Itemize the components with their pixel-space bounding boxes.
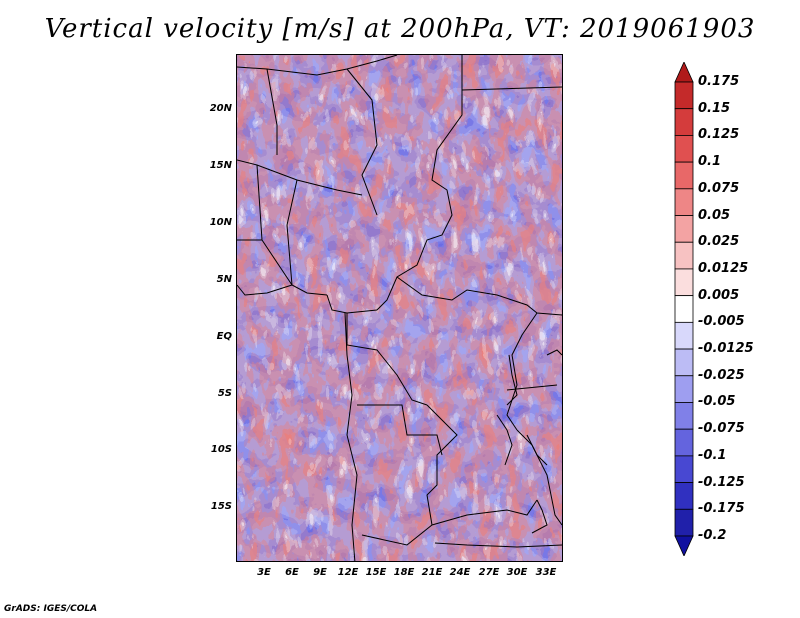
colorbar-label: -0.125 — [698, 474, 745, 490]
colorbar-segment — [674, 402, 694, 430]
colorbar-segment — [674, 455, 694, 483]
colorbar-label: -0.05 — [698, 394, 736, 410]
lon-label-27e: 27E — [478, 567, 500, 578]
colorbar-label: 0.075 — [698, 180, 740, 196]
lon-label-33e: 33E — [535, 567, 557, 578]
lat-label-5s: 5S — [217, 388, 232, 399]
colorbar-label: 0.15 — [698, 100, 731, 116]
colorbar-label: 0.025 — [698, 234, 740, 250]
lat-label-15n: 15N — [209, 160, 232, 171]
colorbar-segment — [674, 508, 694, 537]
colorbar-label: -0.2 — [698, 528, 727, 543]
colorbar-label: -0.025 — [698, 367, 745, 383]
colorbar-label: 0.0125 — [698, 260, 749, 276]
colorbar-label: 0.125 — [698, 127, 740, 143]
lon-label-6e: 6E — [285, 567, 299, 578]
colorbar-segment — [674, 295, 694, 323]
lon-label-15e: 15E — [365, 567, 387, 578]
lon-label-18e: 18E — [393, 567, 415, 578]
colorbar-segment — [674, 135, 694, 163]
lon-label-21e: 21E — [421, 567, 443, 578]
colorbar-segment — [674, 428, 694, 457]
colorbar-arrow-top — [674, 62, 694, 83]
velocity-field — [237, 55, 562, 561]
colorbar-segment — [674, 81, 694, 110]
lat-label-10s: 10S — [210, 444, 232, 455]
colorbar-segment — [674, 161, 694, 190]
lon-label-24e: 24E — [449, 567, 471, 578]
colorbar — [674, 62, 694, 556]
colorbar-label: 0.005 — [698, 287, 740, 303]
colorbar-label: -0.005 — [698, 314, 745, 330]
colorbar-segment — [674, 348, 694, 377]
colorbar-segment — [674, 375, 694, 403]
lat-label-10n: 10N — [209, 217, 232, 228]
lon-label-3e: 3E — [257, 567, 271, 578]
lat-label-20n: 20N — [209, 103, 232, 114]
colorbar-label: 0.05 — [698, 207, 731, 223]
colorbar-label: 0.1 — [698, 154, 722, 170]
colorbar-label: -0.0125 — [698, 341, 754, 357]
lat-label-15s: 15S — [210, 501, 232, 512]
colorbar-segment — [674, 482, 694, 510]
lat-label-eq: EQ — [216, 331, 232, 342]
colorbar-arrow-bottom — [674, 535, 694, 556]
colorbar-label: -0.075 — [698, 421, 745, 437]
colorbar-segment — [674, 108, 694, 136]
lon-label-12e: 12E — [337, 567, 359, 578]
colorbar-label: -0.175 — [698, 501, 745, 517]
lon-label-9e: 9E — [313, 567, 327, 578]
colorbar-segment — [674, 215, 694, 243]
colorbar-segment — [674, 268, 694, 297]
lon-label-30e: 30E — [506, 567, 528, 578]
colorbar-label: -0.1 — [698, 447, 727, 463]
colorbar-label: 0.175 — [698, 74, 740, 89]
plot-title: Vertical velocity [m/s] at 200hPa, VT: 2… — [44, 14, 756, 44]
colorbar-segment — [674, 241, 694, 270]
colorbar-segment — [674, 321, 694, 350]
map-panel — [236, 54, 563, 562]
grads-credit: GrADS: IGES/COLA — [4, 604, 98, 614]
lat-label-5n: 5N — [216, 274, 232, 285]
colorbar-segment — [674, 188, 694, 216]
